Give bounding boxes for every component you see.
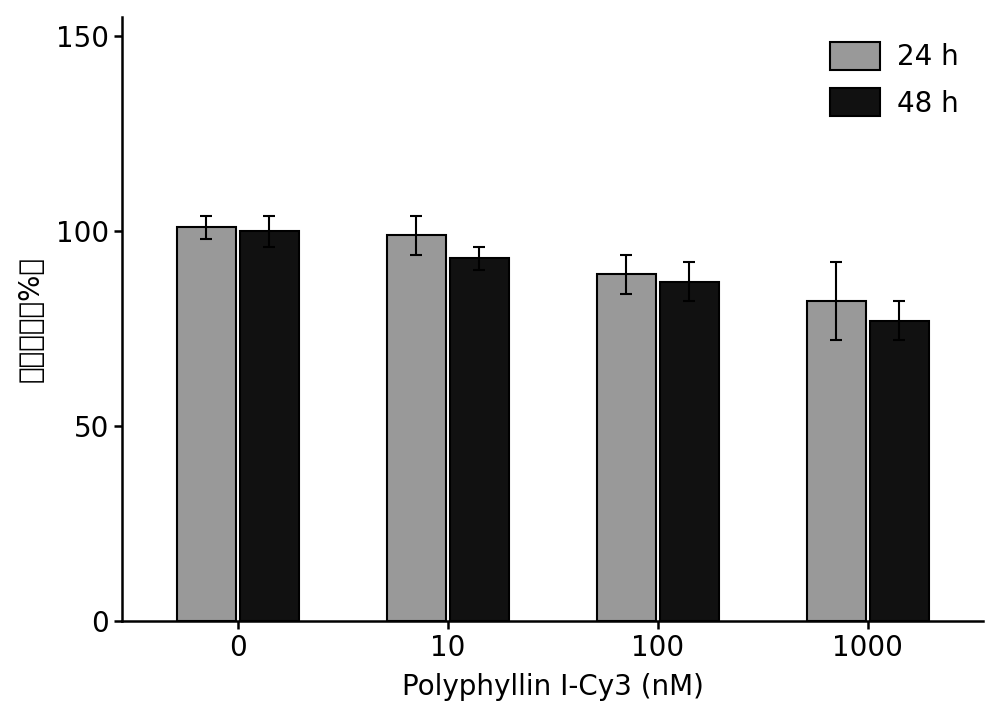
Bar [240,231,299,621]
Y-axis label: 细胞活性（%）: 细胞活性（%） [17,256,45,382]
X-axis label: Polyphyllin I-Cy3 (nM): Polyphyllin I-Cy3 (nM) [402,673,704,701]
Bar [387,235,446,621]
Legend: 24 h, 48 h: 24 h, 48 h [819,31,969,129]
Bar [597,274,656,621]
Bar [870,321,929,621]
Bar [660,281,719,621]
Bar [450,258,509,621]
Bar [807,302,866,621]
Bar [177,227,236,621]
